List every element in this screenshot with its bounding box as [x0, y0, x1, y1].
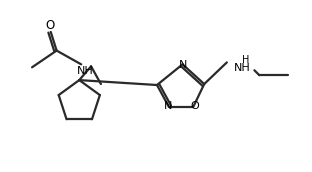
Text: H: H [242, 55, 249, 65]
Text: O: O [190, 101, 199, 111]
Text: NH: NH [234, 63, 251, 73]
Text: O: O [45, 19, 54, 31]
Text: N: N [163, 101, 172, 111]
Text: NH: NH [77, 66, 94, 76]
Text: N: N [179, 60, 188, 70]
